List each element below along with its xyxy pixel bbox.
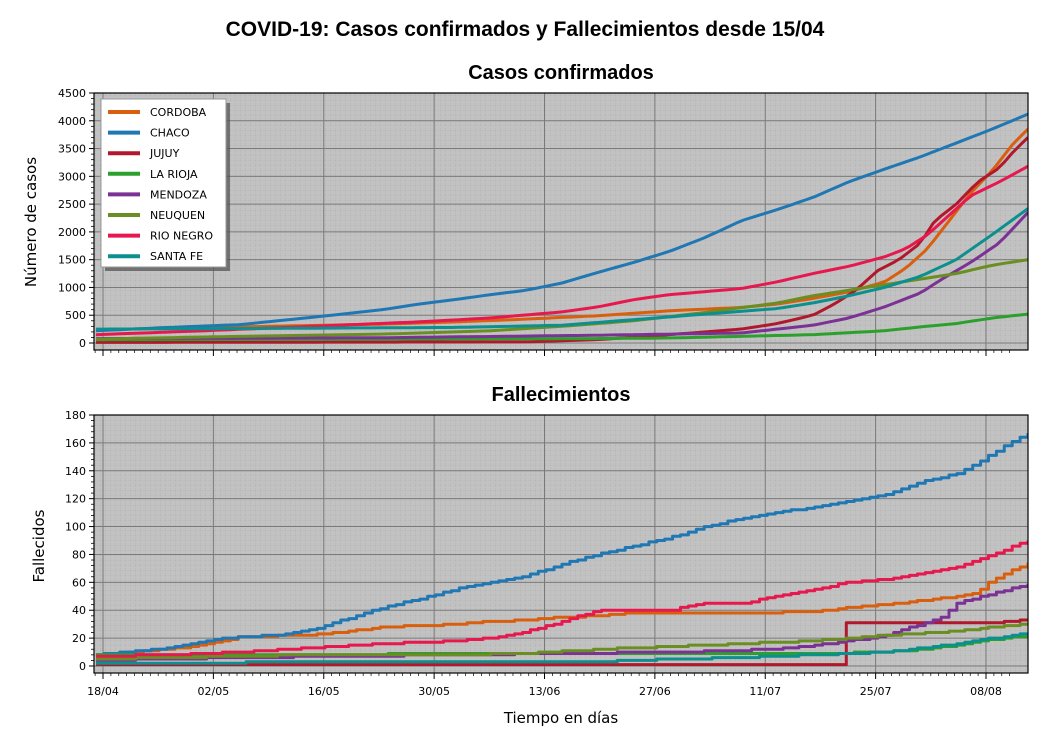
deaths-y-tick-label: 180 bbox=[65, 409, 86, 422]
cases-series-line-chaco bbox=[95, 112, 1028, 333]
deaths-series-line-chaco bbox=[96, 433, 1028, 657]
deaths-x-tick-label: 16/05 bbox=[308, 685, 340, 698]
deaths-x-tick-label: 27/06 bbox=[639, 685, 671, 698]
deaths-x-tick-label: 18/04 bbox=[87, 685, 119, 698]
legend-label-rio-negro: RIO NEGRO bbox=[150, 230, 213, 243]
deaths-x-tick-label: 02/05 bbox=[198, 685, 230, 698]
deaths-y-tick-label: 140 bbox=[65, 465, 86, 478]
legend-box bbox=[100, 98, 227, 268]
cases-y-tick-label: 500 bbox=[65, 309, 86, 322]
cases-y-tick-label: 1000 bbox=[58, 281, 86, 294]
deaths-plot-frame bbox=[93, 414, 1029, 674]
cases-y-tick-label: 1500 bbox=[58, 254, 86, 267]
figure-title: COVID-19: Casos confirmados y Fallecimie… bbox=[226, 18, 825, 41]
deaths-series-line-neuquen bbox=[96, 622, 1028, 661]
deaths-series-lines bbox=[96, 433, 1028, 667]
legend: CORDOBA CHACO JUJUY LA RIOJA MENDOZA NEUQUEN R… bbox=[100, 98, 230, 271]
cases-panel: Casos confirmados 0 500 1000 1500 2000 2500 30… bbox=[22, 62, 1029, 356]
cases-y-tick-label: 0 bbox=[79, 337, 86, 350]
cases-plot-area bbox=[94, 93, 1028, 350]
deaths-x-tick-label: 13/06 bbox=[529, 685, 561, 698]
legend-label-santa-fe: SANTA FE bbox=[150, 250, 203, 263]
cases-y-axis-label: Número de casos bbox=[22, 157, 40, 287]
deaths-y-tick-label: 20 bbox=[72, 632, 86, 645]
cases-y-tick-label: 3000 bbox=[58, 170, 86, 183]
cases-y-tick-label: 3500 bbox=[58, 143, 86, 156]
deaths-x-tick-label: 25/07 bbox=[860, 685, 892, 698]
deaths-y-tick-label: 0 bbox=[79, 660, 86, 673]
legend-label-neuquen: NEUQUEN bbox=[150, 209, 205, 222]
deaths-axis-ticks: 0 20 40 60 80 100 120 140 160 180 18/04 02/05 16/05 3… bbox=[65, 409, 1011, 698]
deaths-x-tick-label: 11/07 bbox=[749, 685, 781, 698]
cases-y-tick-label: 2000 bbox=[58, 226, 86, 239]
x-axis-label: Tiempo en días bbox=[503, 709, 619, 727]
deaths-y-tick-label: 40 bbox=[72, 604, 86, 617]
deaths-y-tick-label: 160 bbox=[65, 437, 86, 450]
cases-series-line-jujuy bbox=[96, 136, 1028, 344]
deaths-series-line-santa-fe bbox=[96, 632, 1028, 665]
deaths-series-line-mendoza bbox=[96, 583, 1028, 662]
legend-label-chaco: CHACO bbox=[150, 127, 190, 140]
deaths-y-axis-label: Fallecidos bbox=[30, 509, 48, 582]
cases-y-tick-label: 4000 bbox=[58, 115, 86, 128]
cases-series-line-mendoza bbox=[95, 211, 1028, 341]
legend-label-jujuy: JUJUY bbox=[149, 147, 180, 160]
deaths-y-tick-label: 80 bbox=[72, 548, 86, 561]
cases-y-tick-label: 4500 bbox=[58, 87, 86, 100]
cases-axis-ticks: 0 500 1000 1500 2000 2500 3000 3500 4000 4500 bbox=[58, 87, 1011, 356]
legend-label-la-rioja: LA RIOJA bbox=[150, 168, 198, 181]
deaths-x-tick-label: 08/08 bbox=[970, 685, 1002, 698]
cases-plot-frame bbox=[93, 92, 1029, 351]
cases-y-tick-label: 2500 bbox=[58, 198, 86, 211]
deaths-y-tick-label: 100 bbox=[65, 521, 86, 534]
deaths-plot-area bbox=[94, 415, 1028, 673]
legend-label-cordoba: CORDOBA bbox=[150, 106, 207, 119]
deaths-series-line-jujuy bbox=[96, 618, 1028, 667]
cases-panel-title: Casos confirmados bbox=[468, 62, 654, 84]
legend-label-mendoza: MENDOZA bbox=[150, 188, 207, 201]
deaths-y-tick-label: 60 bbox=[72, 576, 86, 589]
deaths-panel-title: Fallecimientos bbox=[492, 384, 631, 406]
deaths-panel: Fallecimientos 0 20 40 60 80 100 120 140 160 180 1… bbox=[30, 384, 1029, 698]
deaths-series-line-rio-negro bbox=[96, 540, 1028, 658]
cases-series-line-santa-fe bbox=[96, 207, 1028, 331]
deaths-y-tick-label: 120 bbox=[65, 493, 86, 506]
deaths-x-tick-label: 30/05 bbox=[418, 685, 450, 698]
cases-series-lines bbox=[95, 112, 1028, 344]
